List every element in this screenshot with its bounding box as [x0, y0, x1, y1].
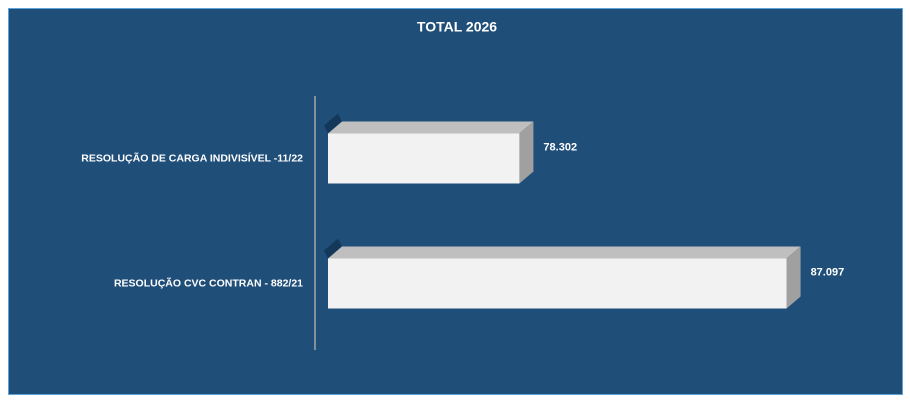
category-label: RESOLUÇÃO CVC CONTRAN - 882/21 — [114, 276, 303, 289]
chart-frame — [8, 8, 903, 395]
bar-side — [786, 246, 801, 309]
category-label: RESOLUÇÃO DE CARGA INDIVISÍVEL -11/22 — [81, 151, 303, 164]
bar-top — [328, 121, 534, 134]
bar-shadow — [324, 113, 342, 134]
bar — [328, 133, 520, 184]
bar-shadow — [324, 238, 342, 259]
chart-title: TOTAL 2026 — [417, 19, 497, 35]
bar-top — [328, 246, 801, 259]
value-label: 87.097 — [811, 266, 845, 278]
bar — [328, 258, 787, 309]
bar-side — [519, 121, 534, 184]
value-label: 78.302 — [543, 141, 577, 153]
